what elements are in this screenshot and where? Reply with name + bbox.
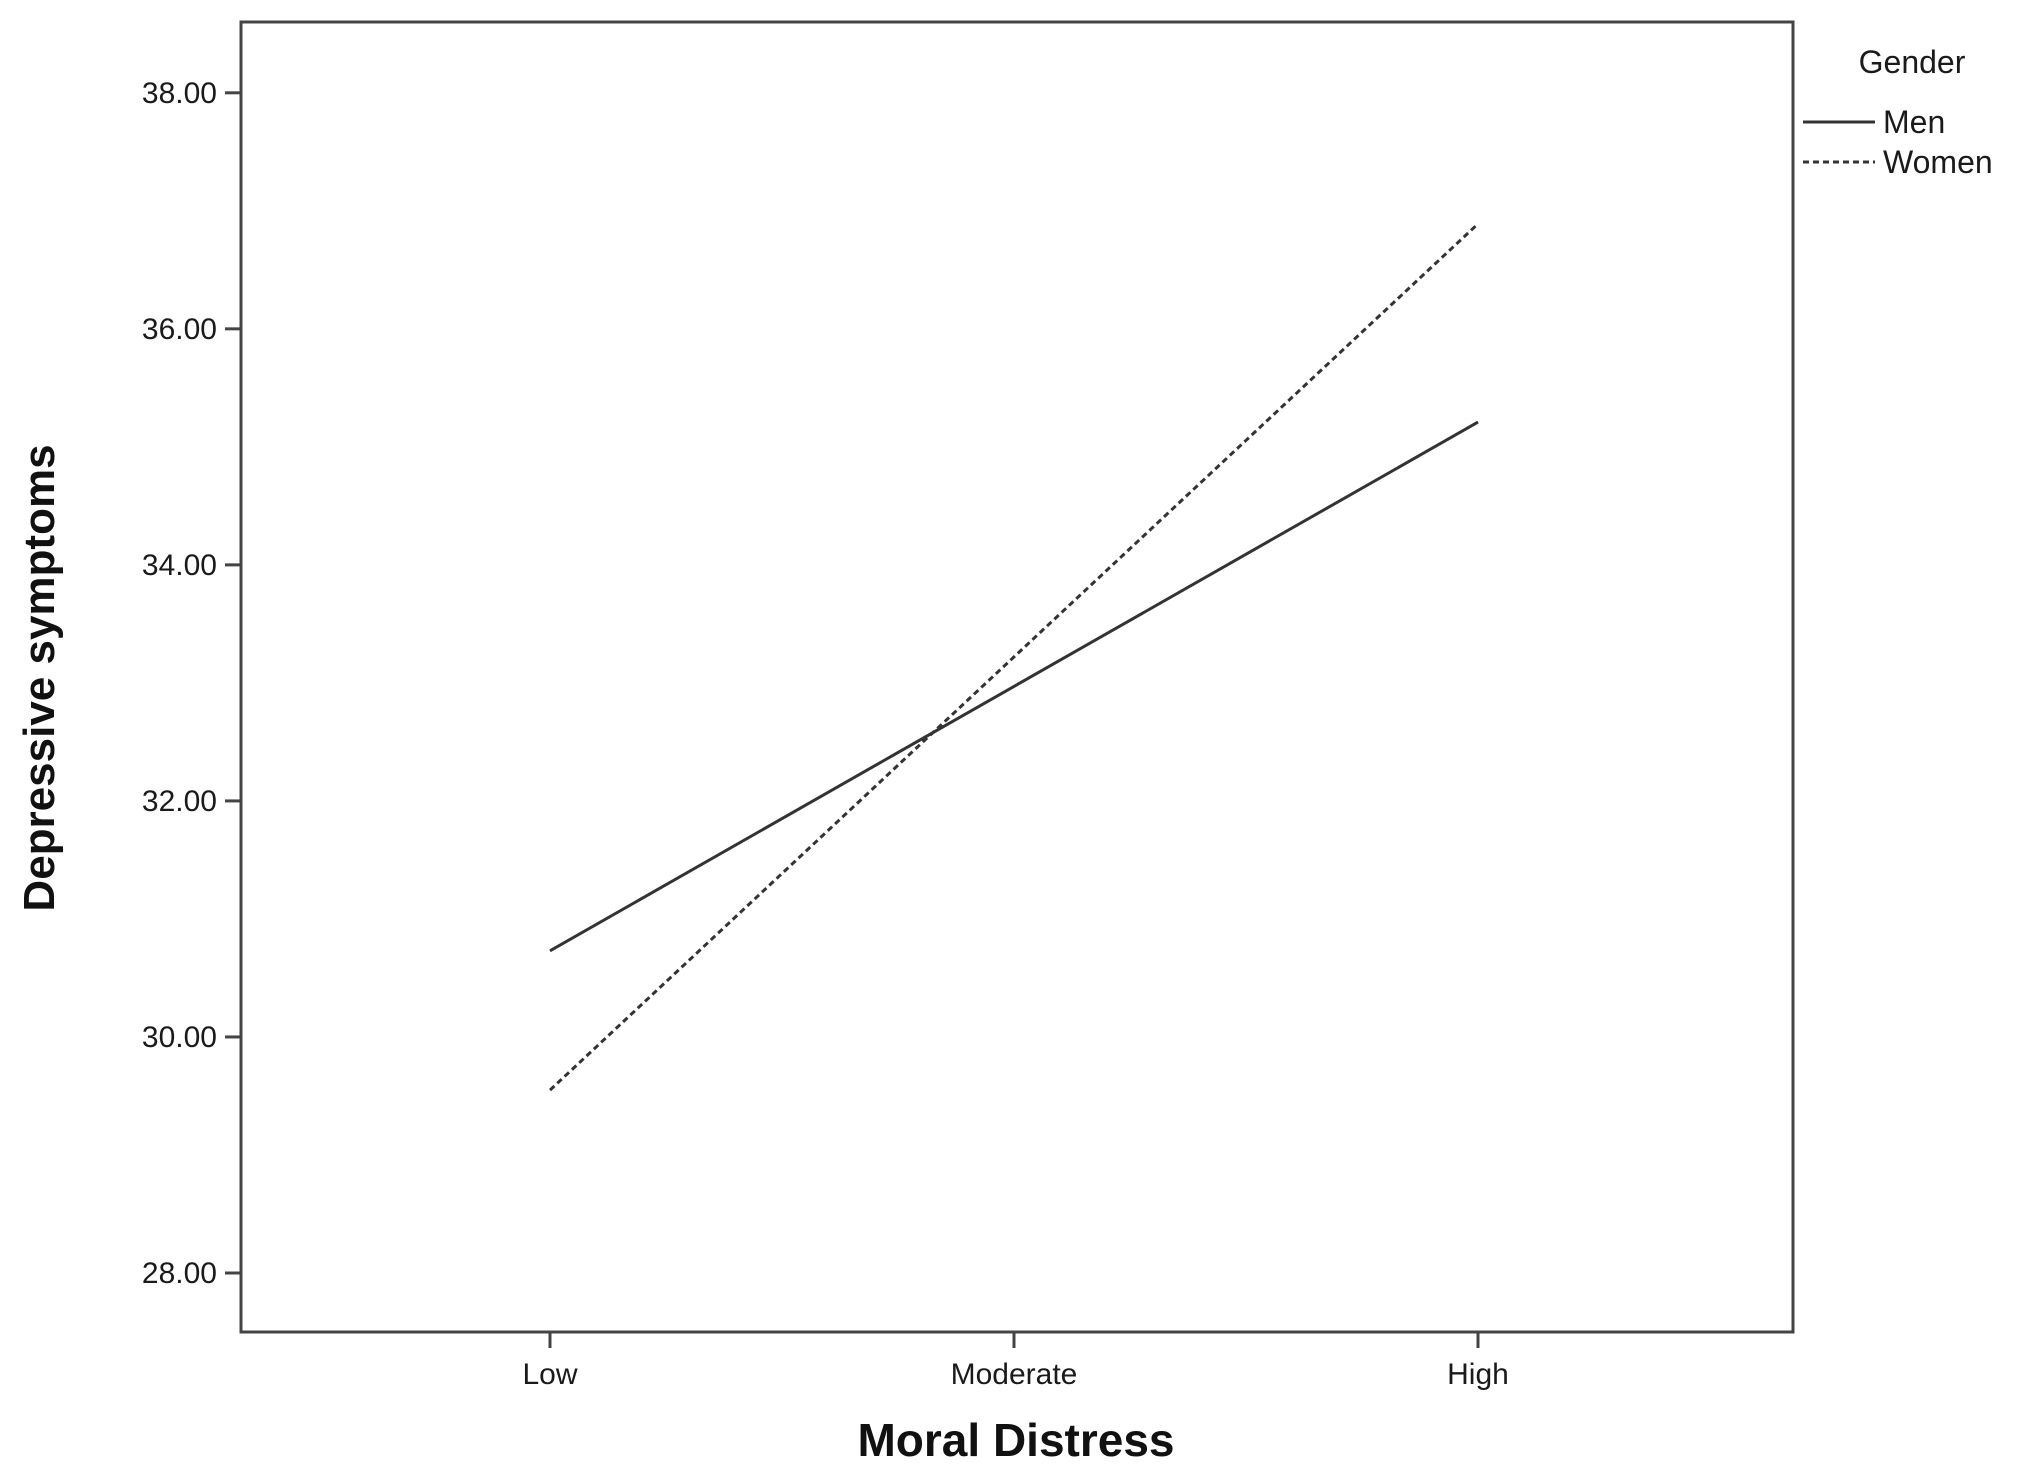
y-axis: 28.00 30.00 32.00 34.00 36.00 38.00 bbox=[142, 77, 241, 1290]
x-tick-label: Moderate bbox=[951, 1358, 1078, 1391]
series-layer bbox=[548, 222, 1480, 1092]
y-tick-label: 34.00 bbox=[142, 549, 217, 582]
legend-items: Men Women bbox=[1803, 104, 1993, 180]
y-tick-label: 32.00 bbox=[142, 785, 217, 818]
y-tick-label: 30.00 bbox=[142, 1021, 217, 1054]
series-line-men bbox=[549, 420, 1479, 953]
series-line-women bbox=[548, 222, 1480, 1092]
x-tick-label: High bbox=[1447, 1358, 1509, 1391]
y-tick-label: 38.00 bbox=[142, 77, 217, 110]
legend-label-women: Women bbox=[1883, 144, 1993, 180]
x-tick-label: Low bbox=[522, 1358, 577, 1391]
legend-title: Gender bbox=[1859, 44, 1966, 80]
y-tick-label: 28.00 bbox=[142, 1257, 217, 1290]
y-tick-label: 36.00 bbox=[142, 313, 217, 346]
x-axis: Low Moderate High bbox=[522, 1332, 1509, 1391]
x-axis-title: Moral Distress bbox=[857, 1414, 1174, 1466]
legend: Gender Men Women bbox=[1803, 44, 1993, 180]
y-axis-title: Depressive symptoms bbox=[15, 444, 64, 911]
plot-frame bbox=[239, 20, 1795, 1334]
legend-label-men: Men bbox=[1883, 104, 1945, 140]
